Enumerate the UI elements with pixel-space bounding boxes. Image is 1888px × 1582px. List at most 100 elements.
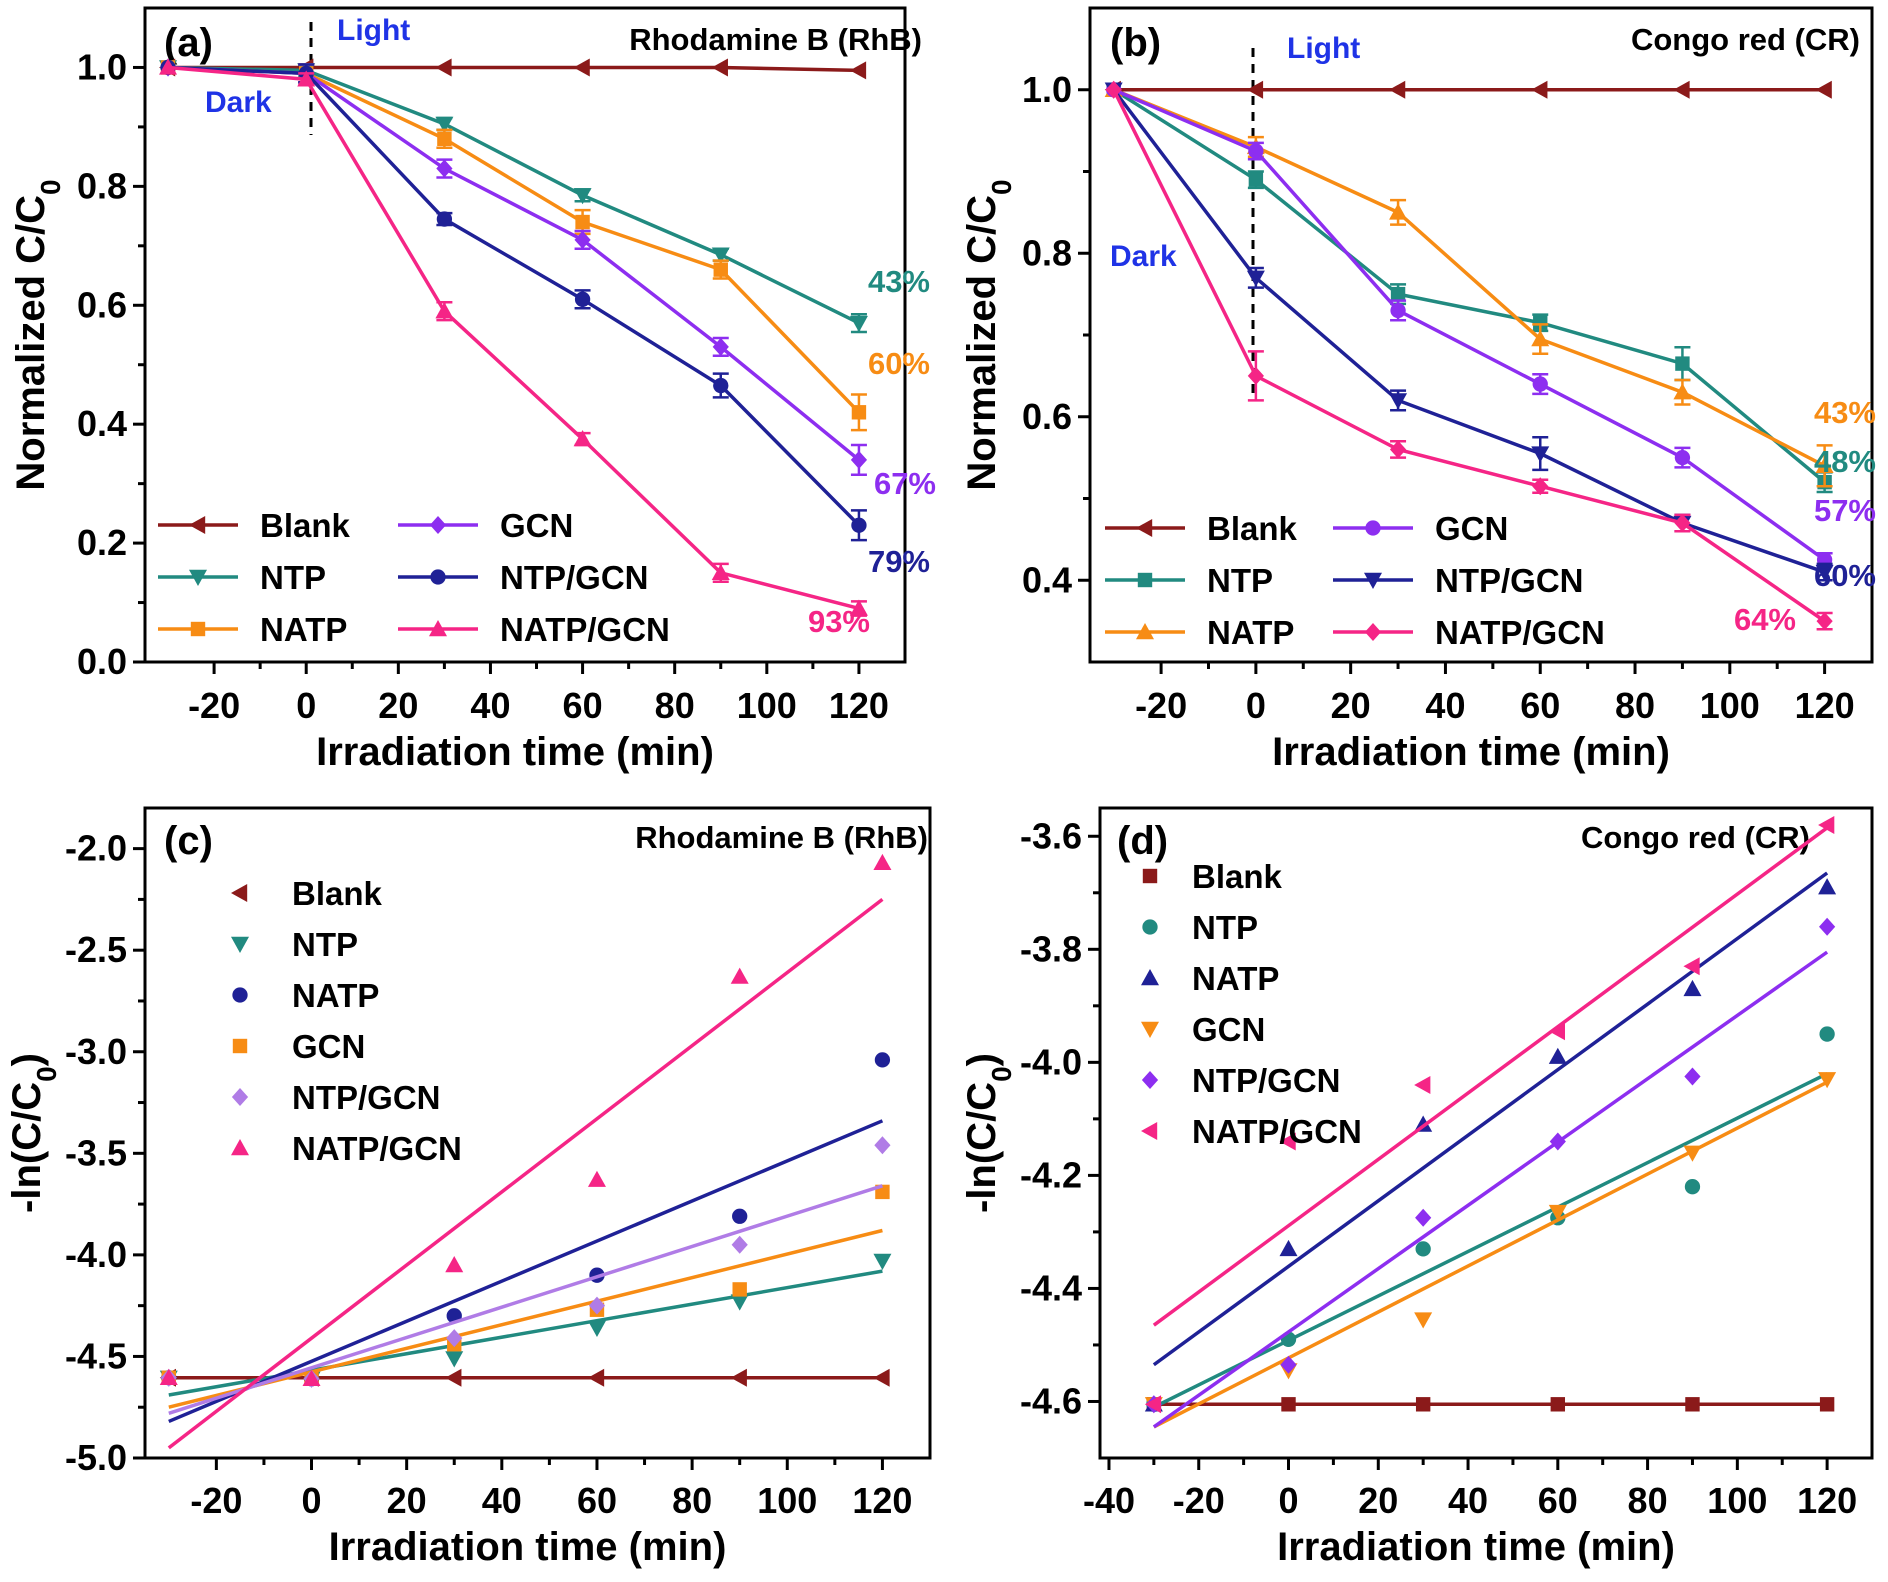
- legend-label: NATP/GCN: [500, 611, 670, 648]
- x-tick-label: 20: [387, 1480, 427, 1521]
- legend-marker: [429, 620, 447, 637]
- data-point: [1390, 286, 1406, 302]
- y-tick-label: 0.8: [77, 165, 127, 206]
- legend-marker: [189, 516, 206, 534]
- data-point: [574, 230, 591, 249]
- y-tick-label: -5.0: [65, 1437, 127, 1478]
- removal-label: 79%: [868, 544, 930, 579]
- legend-marker: [190, 621, 206, 637]
- light-label: Light: [337, 14, 410, 47]
- x-tick-label: 100: [1707, 1480, 1767, 1521]
- fit-line: [1153, 1080, 1828, 1429]
- x-tick-label: 100: [737, 685, 797, 726]
- dark-label: Dark: [1110, 240, 1177, 273]
- x-tick-label: 20: [1331, 685, 1371, 726]
- series-line: [168, 65, 859, 73]
- legend-label: NATP/GCN: [292, 1130, 462, 1167]
- legend-marker: [231, 1088, 249, 1106]
- data-point: [302, 1369, 321, 1386]
- series-line: [1113, 88, 1826, 562]
- data-point: [1247, 366, 1264, 385]
- x-tick-label: 40: [470, 685, 510, 726]
- x-tick-label: 20: [378, 685, 418, 726]
- data-point: [849, 61, 867, 80]
- data-point: [575, 214, 590, 230]
- panel-a: -20 0 20 40 60 80 100 120 0.0 0.2 0.4 0.6 0.8 1.0 Irra…: [9, 6, 936, 774]
- x-tick-label: 100: [757, 1480, 817, 1521]
- y-axis-label: -ln(C/C0): [5, 1053, 62, 1213]
- legend-marker: [1142, 868, 1158, 884]
- x-axis-label: Irradiation time (min): [1277, 1525, 1675, 1569]
- legend-label: NTP: [292, 926, 358, 963]
- y-tick-label: 0.8: [1022, 232, 1072, 273]
- legend-label: NTP/GCN: [292, 1079, 441, 1116]
- plot-frame: [1098, 806, 1874, 1460]
- legend-label: GCN: [500, 507, 573, 544]
- data-point: [712, 337, 729, 356]
- data-point: [1532, 477, 1549, 496]
- data-point: [445, 1256, 464, 1273]
- y-tick-label: -3.8: [1020, 928, 1082, 969]
- data-point: [587, 1368, 605, 1387]
- legend: Blank GCN NTP NTP/GCN NATP NATP/GCN: [158, 507, 670, 648]
- dark-label: Dark: [205, 86, 272, 119]
- series-line: [1112, 88, 1826, 484]
- data-point: [874, 1136, 891, 1155]
- data-point: [1683, 1145, 1702, 1162]
- y-tick-label: 0.6: [77, 284, 127, 325]
- plot-frame: [143, 806, 932, 1460]
- x-tick-label: 120: [1797, 1480, 1857, 1521]
- data-point: [1531, 446, 1550, 463]
- data-point: [588, 1296, 606, 1315]
- legend: Blank GCN NTP NTP/GCN NATP NATP/GCN: [1105, 510, 1605, 651]
- panel-c: -20 0 20 40 60 80 100 120 -5.0 -4.5 -4.0 -3.5 -3.0 -2…: [5, 806, 932, 1569]
- data-point: [1673, 80, 1690, 99]
- legend-label: GCN: [1192, 1011, 1265, 1048]
- x-tick-label: 60: [577, 1480, 617, 1521]
- data-point: [731, 1235, 748, 1254]
- data-point: [1674, 514, 1691, 533]
- data-point: [713, 377, 729, 394]
- legend-marker: [1364, 623, 1382, 641]
- x-tick-label: 120: [852, 1480, 912, 1521]
- data-point: [1548, 1022, 1566, 1041]
- legend-marker: [1142, 919, 1158, 935]
- legend-label: GCN: [1435, 510, 1508, 547]
- series-line: [1113, 88, 1826, 468]
- data-point: [297, 70, 316, 87]
- fit-line: [168, 1119, 884, 1424]
- panel-b: -20 0 20 40 60 80 100 120 0.4 0.6 0.8 1.0 Irradiatio…: [960, 6, 1876, 774]
- panel-title: Congo red (CR): [1631, 22, 1860, 57]
- legend-marker: [1141, 1021, 1159, 1038]
- data-point: [850, 450, 868, 469]
- light-label: Light: [1287, 32, 1360, 65]
- legend-marker: [231, 1139, 249, 1156]
- fit-line: [168, 1228, 883, 1409]
- legend-marker: [1364, 572, 1382, 589]
- legend-marker: [1137, 572, 1153, 588]
- data-point: [1549, 1132, 1566, 1151]
- data-point: [1415, 1208, 1432, 1227]
- removal-label: 67%: [874, 466, 936, 501]
- y-tick-label: -2.0: [65, 828, 127, 869]
- data-point: [1548, 1204, 1567, 1222]
- legend-marker: [1136, 519, 1153, 537]
- data-point: [573, 188, 592, 205]
- data-point: [1248, 172, 1264, 187]
- x-tick-label: -20: [188, 685, 240, 726]
- data-point: [1685, 1397, 1700, 1412]
- panel-d: -40 -20 0 20 40 60 80 100 120 -4.6 -4.4 -4.2 -4.0 -3.…: [960, 806, 1874, 1569]
- y-tick-label: 0.6: [1022, 396, 1072, 437]
- y-tick-label: 0.0: [77, 641, 127, 682]
- data-point: [437, 131, 452, 146]
- x-tick-label: 120: [1795, 685, 1855, 726]
- legend-label: NATP/GCN: [1192, 1113, 1362, 1150]
- data-point: [713, 262, 728, 277]
- y-tick-label: -3.6: [1020, 815, 1082, 856]
- data-point: [1390, 302, 1406, 319]
- legend-label: Blank: [1207, 510, 1298, 547]
- legend-label: NTP/GCN: [1435, 562, 1584, 599]
- data-point: [1818, 1072, 1837, 1089]
- y-axis-label: Normalized C/C0: [9, 179, 66, 490]
- series-ntp: [1106, 82, 1833, 494]
